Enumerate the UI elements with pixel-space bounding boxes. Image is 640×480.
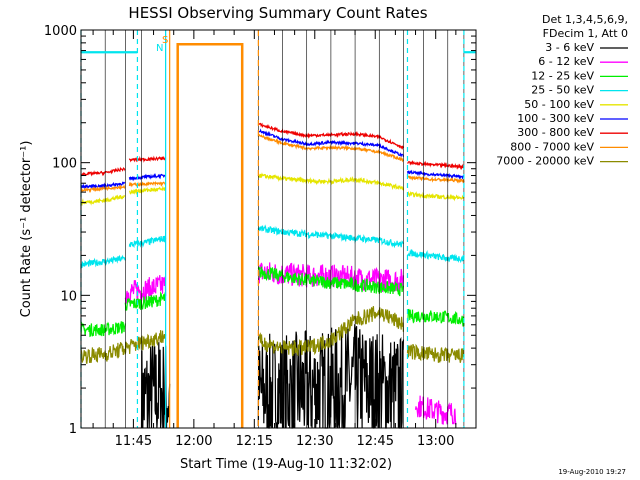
series-6-12-kev-segment-1 <box>124 274 167 304</box>
series-7000-20000-kev-segment-3 <box>406 343 465 363</box>
legend-label-800-7000-kev: 800 - 7000 keV <box>510 140 594 153</box>
x-axis-label: Start Time (19-Aug-10 11:32:02) <box>180 457 392 472</box>
plot-frame <box>80 29 477 429</box>
legend-label-3-6-kev: 3 - 6 keV <box>545 41 594 54</box>
series-50-100-kev-segment-2 <box>128 185 166 196</box>
data-layer <box>80 43 465 429</box>
series-800-7000-kev-segment-3 <box>176 43 244 428</box>
y-tick-label-1000: 1000 <box>44 24 77 39</box>
legend-label-12-25-kev: 12 - 25 keV <box>531 69 594 82</box>
legend-header-line-1: Det 1,3,4,5,6,9, <box>542 13 628 26</box>
x-tick-label-1245: 12:45 <box>357 434 394 449</box>
legend-label-25-50-kev: 25 - 50 keV <box>531 84 594 97</box>
series-50-100-kev-segment-4 <box>406 190 465 202</box>
legend-label-7000-20000-kev: 7000 - 20000 keV <box>496 155 594 168</box>
legend-label-6-12-kev: 6 - 12 keV <box>538 55 594 68</box>
legend-header-line-2: FDecim 1, Att 0 <box>543 27 628 40</box>
series-100-300-kev-segment-2 <box>128 173 167 182</box>
x-tick-label-1300: 13:00 <box>417 434 454 449</box>
chart-title: HESSI Observing Summary Count Rates <box>128 4 427 22</box>
series-3-6-kev-segment-1 <box>140 342 171 429</box>
series-25-50-kev-segment-1 <box>80 254 126 269</box>
x-tick-label-1200: 12:00 <box>175 434 212 449</box>
series-800-7000-kev-segment-5 <box>407 175 465 184</box>
legend-label-100-300-kev: 100 - 300 keV <box>517 112 594 125</box>
series-12-25-kev-segment-2 <box>124 291 167 311</box>
y-tick-label-10: 10 <box>60 289 77 304</box>
series-6-12-kev-segment-3 <box>414 395 457 425</box>
y-axis: 1 10 100 1000 <box>44 24 476 437</box>
series-12-25-kev-segment-1 <box>80 321 126 338</box>
series-300-800-kev-segment-4 <box>407 159 465 171</box>
x-tick-label-1215: 12:15 <box>236 434 273 449</box>
series-800-7000-kev-segment-2 <box>128 180 167 188</box>
series-50-100-kev-segment-1 <box>80 194 126 207</box>
series-100-300-kev-segment-1 <box>80 181 126 190</box>
y-tick-label-1: 1 <box>69 422 77 437</box>
series-7000-20000-kev-segment-1 <box>80 330 167 364</box>
y-tick-label-100: 100 <box>52 157 77 172</box>
x-axis: 11:45 12:00 12:15 12:30 12:45 13:00 <box>92 30 477 449</box>
legend-label-50-100-kev: 50 - 100 keV <box>524 98 594 111</box>
series-800-7000-kev-segment-1 <box>80 184 126 194</box>
legend: Det 1,3,4,5,6,9, FDecim 1, Att 0 3 - 6 k… <box>496 13 628 168</box>
legend-label-300-800-kev: 300 - 800 keV <box>517 126 594 139</box>
timestamp: 19-Aug-2010 19:27 <box>558 468 626 476</box>
series-25-50-kev-segment-2 <box>128 235 167 249</box>
y-axis-label: Count Rate (s⁻¹ detector⁻¹) <box>19 141 34 318</box>
flag-label-s: S <box>162 35 168 46</box>
series-300-800-kev-segment-1 <box>80 166 126 177</box>
series-25-50-kev-segment-4 <box>407 249 465 264</box>
flag-label-n: N <box>156 43 163 54</box>
series-100-300-kev-segment-4 <box>406 169 465 180</box>
series-300-800-kev-segment-2 <box>128 155 166 163</box>
series-12-25-kev-segment-4 <box>406 308 465 327</box>
x-tick-label-1230: 12:30 <box>296 434 333 449</box>
x-tick-label-1145: 11:45 <box>115 434 152 449</box>
